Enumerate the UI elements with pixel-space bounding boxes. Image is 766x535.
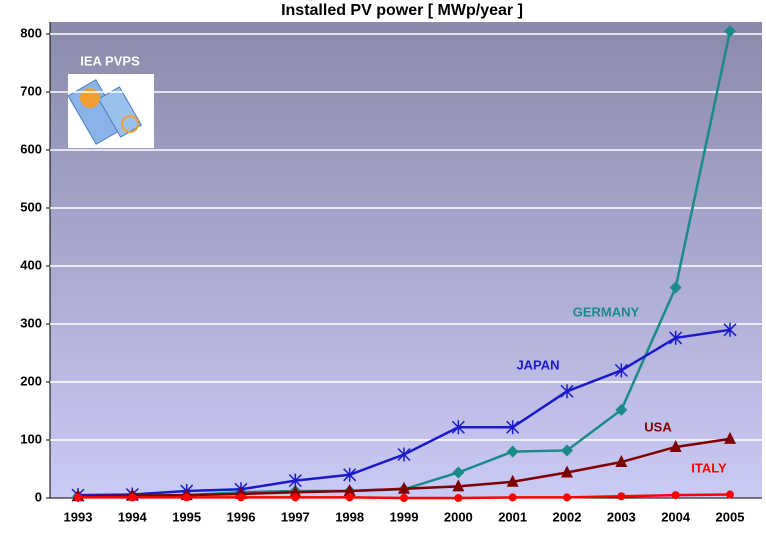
marker [724,25,736,38]
marker [614,363,628,378]
x-tick-label: 2004 [661,509,691,524]
marker [291,493,300,502]
y-tick-label: 500 [20,199,42,214]
x-tick-label: 1999 [390,509,419,524]
marker [563,493,571,502]
y-tick-label: 600 [20,141,42,156]
marker [452,479,465,492]
marker [289,485,302,498]
marker [343,484,356,497]
marker [508,493,517,502]
series-label: GERMANY [573,304,640,319]
logo: IEA PVPS [67,53,154,148]
marker [237,493,245,502]
y-tick-label: 0 [35,489,42,504]
marker [506,445,519,458]
marker [669,330,683,345]
marker [671,491,680,500]
marker [726,490,734,499]
marker [561,465,573,478]
marker [398,481,410,494]
series-label: JAPAN [516,357,559,372]
y-tick-label: 800 [20,25,42,40]
marker [452,466,465,479]
marker [454,494,463,502]
series-label: USA [644,419,672,434]
x-tick-label: 1995 [172,509,201,524]
x-tick-label: 1998 [335,509,364,524]
marker [560,384,574,399]
x-tick-label: 1997 [281,509,310,524]
logo-text: IEA PVPS [80,53,140,68]
y-tick-label: 200 [20,373,42,388]
marker [451,420,465,435]
marker [506,474,519,487]
x-tick-label: 1996 [227,509,256,524]
marker [561,444,573,457]
marker [343,467,357,482]
marker [400,494,408,502]
marker [397,447,411,462]
x-tick-label: 2003 [607,509,636,524]
marker [723,322,737,337]
marker [128,493,137,502]
marker [506,420,520,435]
marker [669,281,682,294]
logo-bulb [121,115,139,133]
y-tick-label: 100 [20,431,42,446]
x-tick-label: 1994 [118,509,148,524]
x-tick-label: 2001 [498,509,527,524]
y-tick-label: 300 [20,315,42,330]
series-label: ITALY [691,460,727,475]
x-tick-label: 1993 [64,509,93,524]
y-tick-label: 700 [20,83,42,98]
logo-sun [80,88,100,108]
marker [74,493,82,502]
marker [615,455,628,468]
x-tick-label: 2005 [716,509,745,524]
y-tick-label: 400 [20,257,42,272]
marker [669,439,682,452]
plot-area [50,22,762,498]
marker [617,492,626,501]
marker [182,493,191,502]
marker [615,403,628,416]
x-tick-label: 2000 [444,509,473,524]
marker [345,493,354,502]
x-tick-label: 2002 [553,509,582,524]
marker [724,431,736,444]
chart-title: Installed PV power [ MWp/year ] [281,2,523,19]
